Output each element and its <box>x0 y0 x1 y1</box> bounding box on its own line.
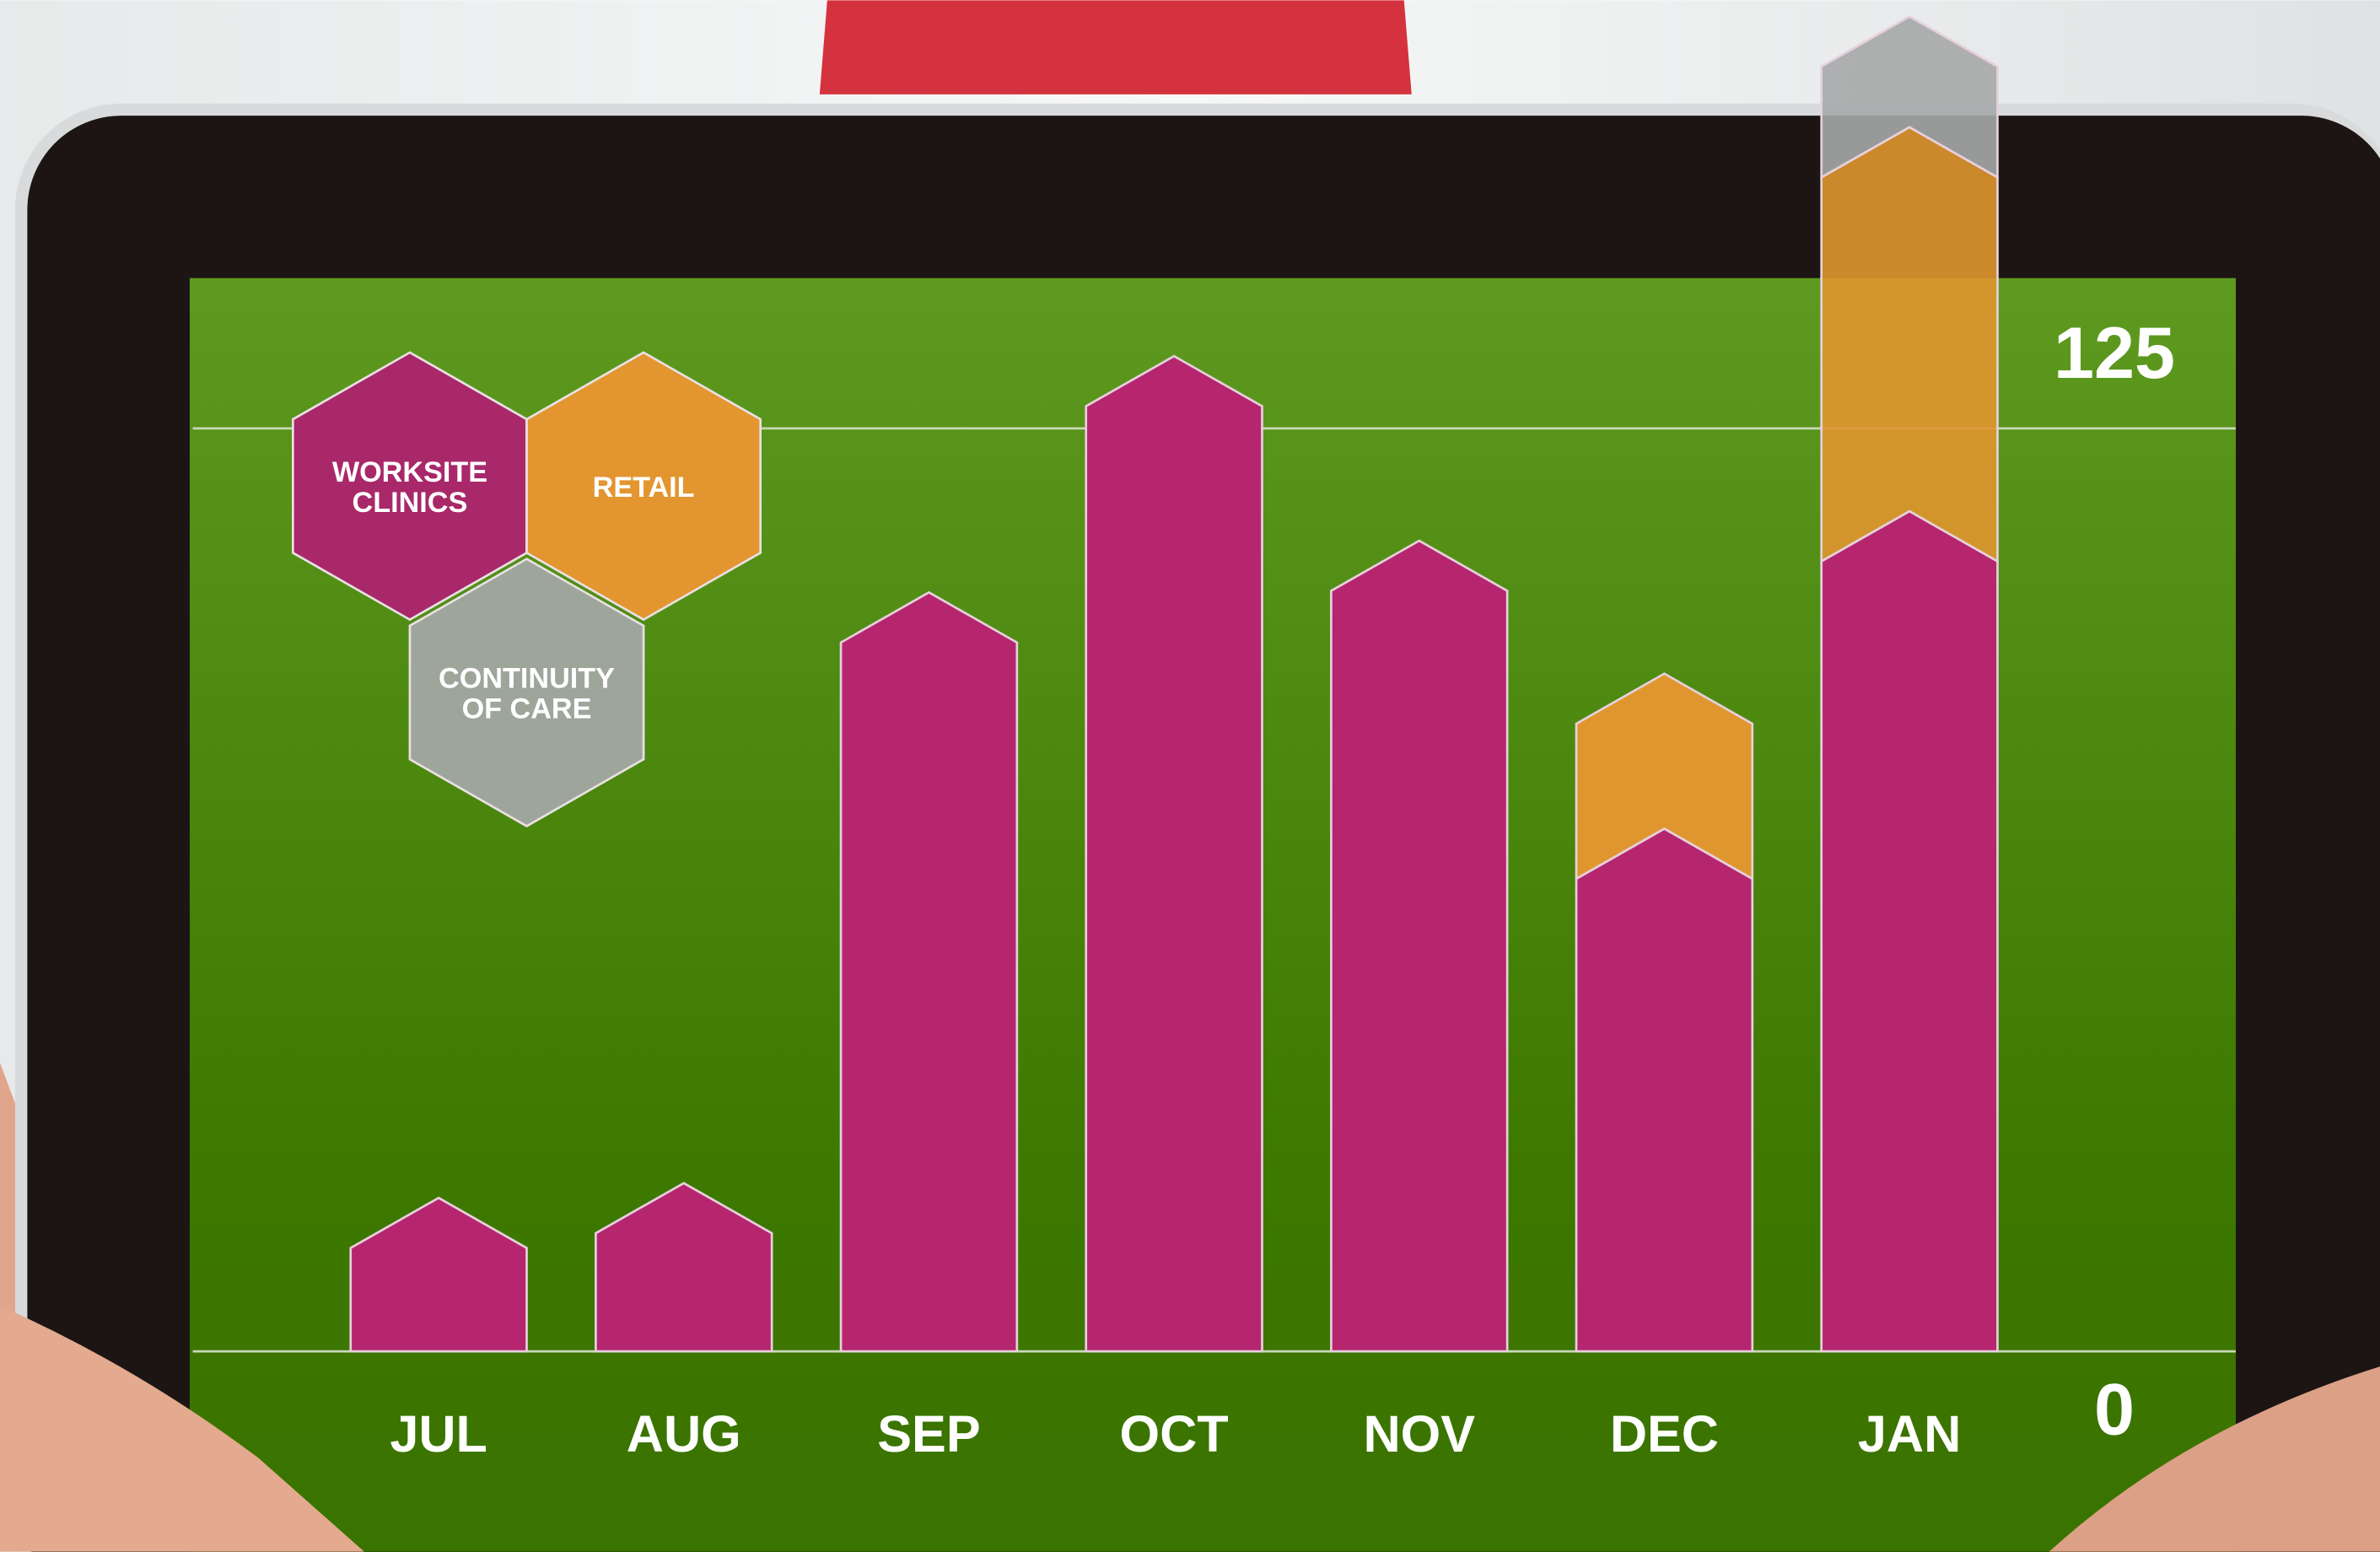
x-tick-label: JAN <box>1858 1405 1961 1463</box>
bar-segment <box>1576 828 1753 1351</box>
bar-segment <box>1086 356 1263 1351</box>
bar-segment <box>1331 541 1507 1351</box>
bar-segment <box>1822 511 1998 1351</box>
bar-segment <box>1822 127 1998 562</box>
legend-label: RETAIL <box>593 472 695 504</box>
x-tick-label: DEC <box>1610 1405 1719 1463</box>
x-tick-label: NOV <box>1363 1405 1475 1463</box>
x-tick-label: OCT <box>1120 1405 1229 1463</box>
x-tick-label: SEP <box>877 1405 980 1463</box>
chart: 0 125 JUL AUG SEP OCT NOV DEC JAN WORKSITECLINICS… <box>0 0 2380 1552</box>
y-tick-label: 125 <box>2054 313 2175 394</box>
x-tick-label: AUG <box>627 1405 741 1463</box>
x-tick-label: JUL <box>390 1405 487 1463</box>
tie <box>820 0 1412 94</box>
y-tick-label: 0 <box>2094 1370 2135 1451</box>
page: {"chart_data": {"type": "bar", "stacked"… <box>0 0 2380 1552</box>
bar-segment <box>841 592 1017 1351</box>
